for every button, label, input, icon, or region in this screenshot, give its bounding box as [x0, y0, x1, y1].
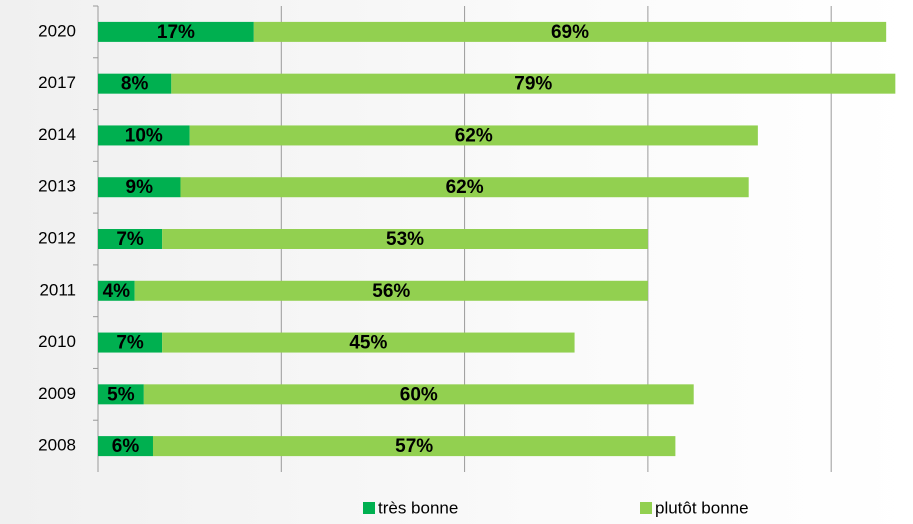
- bar-segment: [162, 229, 648, 249]
- bar-segment: [152, 436, 676, 457]
- bar-segment: [98, 332, 163, 353]
- y-tick-label: 2010: [38, 332, 76, 351]
- data-label: 5%: [107, 384, 135, 405]
- data-label: 6%: [112, 436, 140, 457]
- data-label: 17%: [157, 22, 195, 43]
- data-label: 79%: [514, 74, 552, 95]
- bar-segment: [98, 21, 254, 42]
- data-label: 53%: [386, 229, 424, 250]
- bar-segment: [189, 125, 758, 146]
- data-label: 57%: [395, 436, 433, 457]
- data-label: 7%: [116, 229, 144, 250]
- data-label: 60%: [400, 384, 438, 405]
- data-label: 69%: [551, 22, 589, 43]
- data-label: 9%: [126, 177, 154, 198]
- bar-segment: [98, 73, 172, 94]
- bar-segment: [134, 280, 648, 301]
- bar-segment: [98, 384, 144, 405]
- bar-segment: [180, 177, 749, 198]
- legend-swatch: [363, 502, 375, 514]
- bar-segment: [171, 73, 896, 94]
- legend-label: plutôt bonne: [655, 498, 749, 517]
- data-label: 8%: [121, 74, 149, 95]
- data-label: 62%: [455, 125, 493, 146]
- data-label: 10%: [125, 125, 163, 146]
- bar-segment: [98, 177, 181, 198]
- bar-segment: [253, 21, 887, 42]
- legend-swatch: [640, 502, 652, 514]
- y-tick-label: 2020: [38, 21, 76, 40]
- data-label: 62%: [446, 177, 484, 198]
- legend-label: très bonne: [378, 498, 458, 517]
- y-tick-label: 2011: [39, 280, 76, 299]
- y-tick-label: 2014: [38, 125, 76, 144]
- bar-segment: [143, 384, 694, 405]
- y-tick-label: 2008: [38, 436, 76, 455]
- data-label: 45%: [349, 333, 387, 354]
- data-label: 56%: [372, 281, 410, 302]
- bar-segment: [98, 125, 190, 146]
- y-tick-label: 2017: [38, 73, 76, 92]
- bar-segment: [98, 229, 163, 249]
- y-tick-label: 2009: [38, 384, 76, 403]
- y-tick-label: 2012: [38, 228, 76, 247]
- bar-segment: [98, 280, 135, 301]
- data-label: 4%: [103, 281, 131, 302]
- y-tick-label: 2013: [38, 177, 76, 196]
- bar-segment: [98, 436, 153, 457]
- data-label: 7%: [116, 333, 144, 354]
- bar-segment: [162, 332, 575, 353]
